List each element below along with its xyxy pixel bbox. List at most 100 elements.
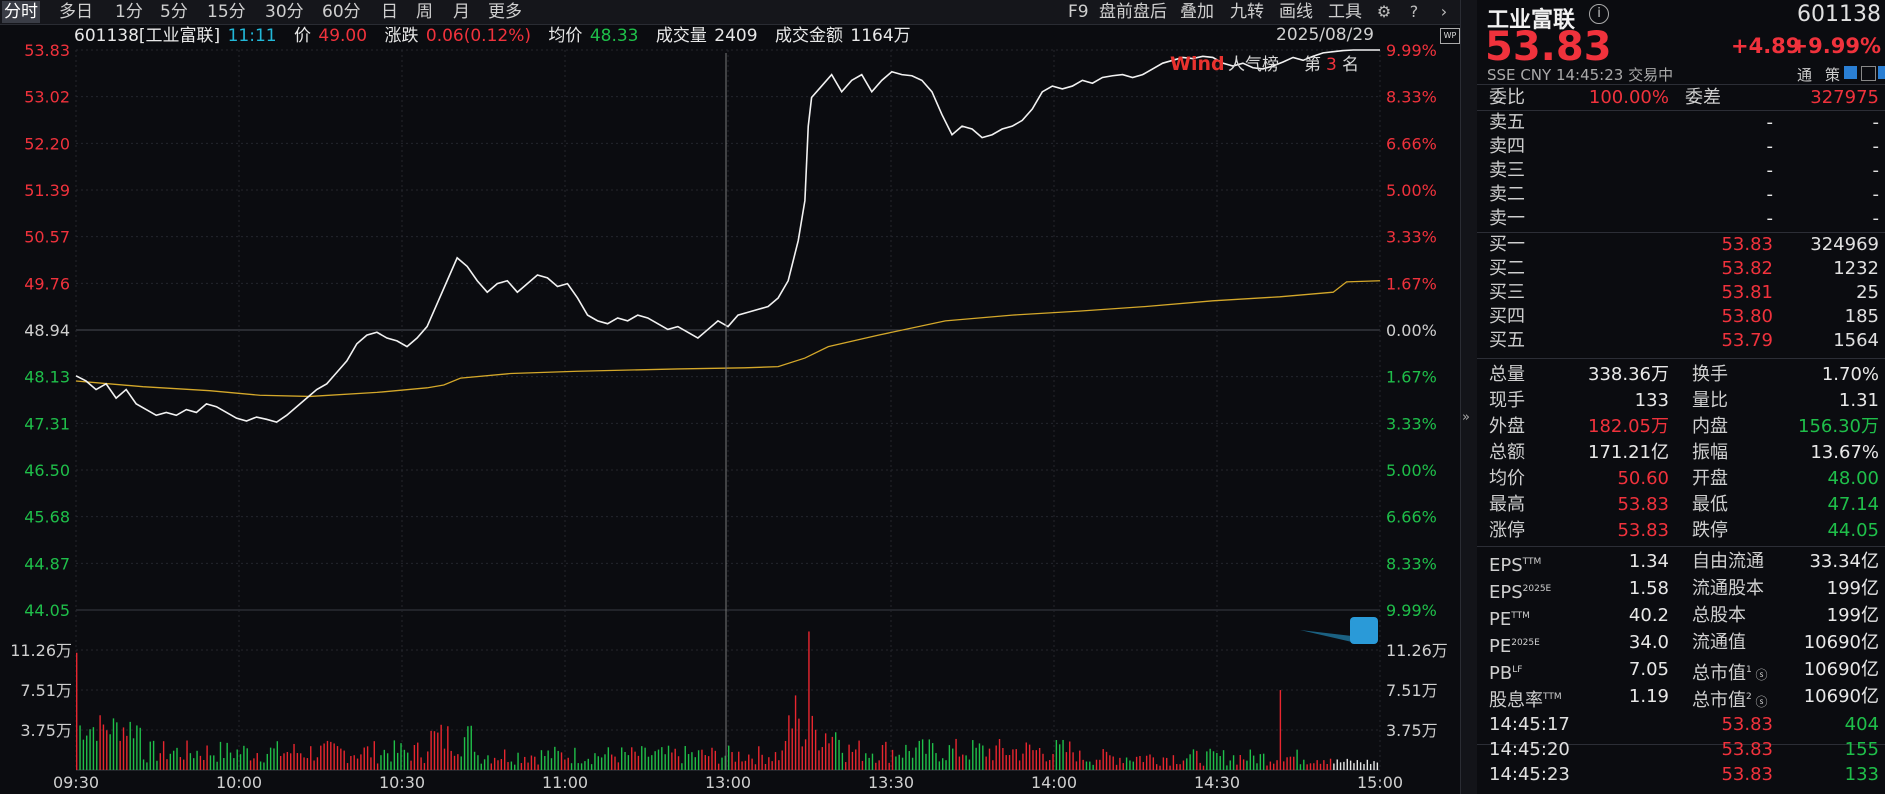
fund-label: 流通股本 (1692, 578, 1764, 599)
tab-5min[interactable]: 5分 (160, 2, 188, 22)
f9-button[interactable]: F9 (1068, 2, 1089, 22)
price-tick-label: 53.02 (24, 88, 70, 107)
volume-bar (681, 763, 683, 770)
volume-bar (845, 762, 847, 770)
ask-row[interactable]: 卖三 - - (1483, 159, 1881, 183)
volume-bar (437, 732, 439, 770)
edit-icon[interactable] (1844, 66, 1857, 79)
tab-30min[interactable]: 30分 (265, 2, 304, 22)
volume-bar (938, 761, 941, 770)
popularity-badge[interactable]: Wind 人气榜 第 3 名 (1170, 53, 1359, 75)
volume-bar (774, 752, 777, 770)
ask-row[interactable]: 卖二 - - (1483, 183, 1881, 207)
fund-value: 1.58 (1628, 578, 1669, 599)
volume-bar (410, 760, 412, 770)
volume-bar (206, 745, 208, 770)
currency-icon[interactable]: ⓢ (1751, 695, 1768, 709)
ask-row[interactable]: 卖四 - - (1483, 135, 1881, 159)
tick-price: 53.83 (1721, 739, 1773, 760)
level-volume: 25 (1856, 282, 1879, 303)
pre-post-market-button[interactable]: 盘前盘后 (1099, 2, 1167, 22)
percent-tick-label: 6.66% (1386, 134, 1437, 153)
tab-15min[interactable]: 15分 (207, 2, 246, 22)
tab-week[interactable]: 周 (416, 2, 433, 22)
help-icon[interactable]: ? (1409, 2, 1419, 21)
percent-tick-label: 3.33% (1386, 414, 1437, 433)
currency-icon[interactable]: ⓢ (1751, 668, 1768, 682)
chevron-right-icon[interactable]: › (1440, 2, 1448, 21)
volume-bar (1276, 760, 1278, 770)
volume-bar (1145, 755, 1148, 770)
price-line (75, 49, 1380, 424)
bid-row[interactable]: 买二 53.82 1232 (1483, 257, 1881, 281)
ai-assistant-icon[interactable] (1300, 617, 1378, 644)
volume-bar (1236, 764, 1238, 770)
volume-bar (1018, 760, 1021, 770)
volume-bar (142, 759, 145, 770)
tab-intraday[interactable]: 分时 (2, 1, 40, 23)
volume-bar (363, 747, 365, 770)
volume-bar (1262, 753, 1265, 770)
price-tick-label: 52.20 (24, 134, 70, 153)
volume-bar (340, 748, 342, 770)
amount-label: 成交金额 (774, 26, 843, 46)
bid-row[interactable]: 买三 53.81 25 (1483, 281, 1881, 305)
volume-bar (1273, 763, 1275, 770)
volume-bar (1089, 761, 1091, 770)
fund-value: 10690亿 (1803, 632, 1879, 653)
volume-bar (1169, 765, 1171, 770)
info-icon[interactable]: i (1589, 4, 1609, 24)
expand-panel-icon[interactable]: » (1462, 410, 1470, 425)
volume-bar (276, 741, 279, 770)
stat-value: 1.31 (1838, 390, 1879, 411)
volume-bar (346, 763, 349, 770)
ask-row[interactable]: 卖五 - - (1483, 111, 1881, 135)
volume-bar (246, 748, 248, 770)
volume-bar (707, 756, 710, 770)
tools-button[interactable]: 工具 (1328, 2, 1362, 22)
fundamental-row: EPSTTM 1.34 自由流通 33.34亿 (1483, 550, 1881, 576)
intraday-chart[interactable]: 53.83 53.02 52.20 51.39 50.57 49.76 48.94 48.13… (0, 0, 1460, 794)
volume-bar (801, 746, 803, 770)
watermark-badge-icon[interactable]: WP (1440, 28, 1460, 44)
tab-1min[interactable]: 1分 (115, 2, 143, 22)
volume-bar (784, 740, 787, 770)
volume-bar (1192, 749, 1195, 770)
volume-bar (952, 748, 954, 770)
tab-multi-day[interactable]: 多日 (59, 2, 93, 22)
tab-more[interactable]: 更多 (488, 2, 522, 22)
volume-bar (233, 758, 235, 770)
gear-icon[interactable]: ⚙ (1376, 2, 1392, 21)
volume-bar (500, 758, 503, 770)
volume-bar (166, 759, 168, 770)
stat-value: 171.21亿 (1588, 442, 1669, 463)
overlay-button[interactable]: 叠加 (1180, 2, 1214, 22)
volume-bar (417, 742, 419, 770)
volume-bar (597, 756, 599, 770)
volume-tick-label: 7.51万 (1386, 681, 1438, 700)
tong-button[interactable]: 通 (1797, 66, 1813, 84)
tab-60min[interactable]: 60分 (322, 2, 361, 22)
ask-row[interactable]: 卖一 - - (1483, 207, 1881, 231)
ce-button[interactable]: 策 (1825, 66, 1841, 84)
panel-divider[interactable] (1460, 0, 1478, 794)
market-status-line: SSE CNY 14:45:23 交易中 (1487, 64, 1673, 85)
volume-bar (313, 760, 315, 770)
bid-row[interactable]: 买四 53.80 185 (1483, 305, 1881, 329)
volume-bar (182, 759, 185, 770)
bid-row[interactable]: 买五 53.79 1564 (1483, 329, 1881, 353)
volume-bar (186, 740, 188, 770)
draw-line-button[interactable]: 画线 (1279, 2, 1313, 22)
volume-bar (992, 760, 994, 770)
tab-day[interactable]: 日 (381, 2, 398, 22)
tab-month[interactable]: 月 (453, 2, 470, 22)
volume-bar (761, 754, 763, 770)
nine-turn-button[interactable]: 九转 (1230, 2, 1264, 22)
volume-bar (590, 764, 593, 770)
time-tick-label: 10:30 (379, 773, 425, 792)
bid-row[interactable]: 买一 53.83 324969 (1483, 233, 1881, 257)
plus-icon[interactable] (1878, 66, 1885, 79)
volume-bar (256, 753, 258, 770)
exchange: SSE (1487, 66, 1516, 84)
grid-icon[interactable] (1861, 66, 1876, 81)
